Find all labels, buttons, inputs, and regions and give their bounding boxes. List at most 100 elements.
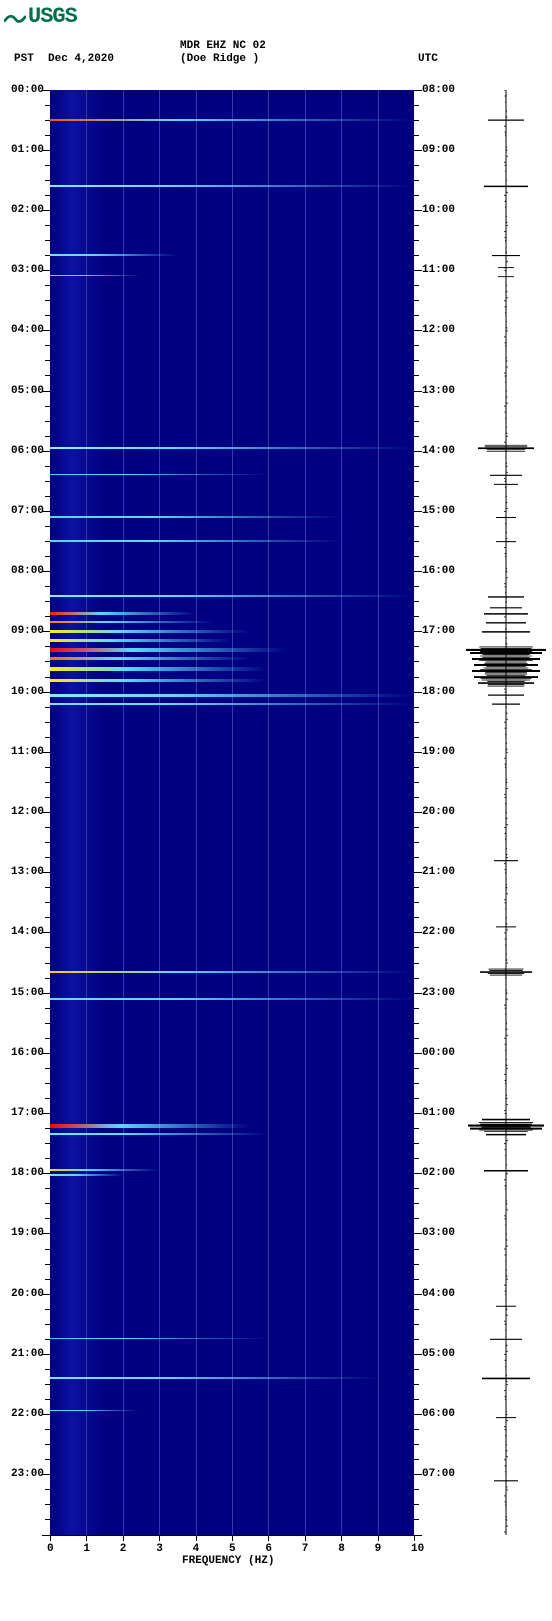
right-tick — [414, 105, 419, 106]
right-tick — [414, 631, 422, 632]
right-tick — [414, 692, 422, 693]
pst-hour-label: 22:00 — [11, 1408, 44, 1420]
right-tick — [414, 496, 419, 497]
right-tick — [414, 661, 419, 662]
right-tick — [414, 225, 419, 226]
left-tick — [42, 330, 50, 331]
right-tick — [414, 1309, 419, 1310]
left-tick — [45, 601, 50, 602]
right-tick — [414, 782, 419, 783]
right-tick — [414, 195, 419, 196]
right-tick — [414, 857, 419, 858]
utc-hour-label: 08:00 — [422, 84, 455, 96]
right-tick — [414, 1459, 419, 1460]
right-tick — [414, 1324, 419, 1325]
left-tick — [45, 120, 50, 121]
right-tick — [414, 556, 419, 557]
utc-hour-label: 19:00 — [422, 746, 455, 758]
left-tick — [45, 1143, 50, 1144]
left-tick — [45, 1309, 50, 1310]
left-tick — [45, 887, 50, 888]
pst-hour-label: 07:00 — [11, 505, 44, 517]
left-tick — [45, 375, 50, 376]
right-tick — [414, 1068, 419, 1069]
left-tick — [45, 722, 50, 723]
right-tick — [414, 1128, 419, 1129]
pst-hour-label: 17:00 — [11, 1107, 44, 1119]
left-tick — [45, 1218, 50, 1219]
left-tick — [42, 872, 50, 873]
pst-hour-label: 03:00 — [11, 264, 44, 276]
left-tick — [45, 135, 50, 136]
left-tick — [45, 1459, 50, 1460]
right-tick — [414, 646, 419, 647]
utc-hour-label: 12:00 — [422, 324, 455, 336]
utc-hour-label: 16:00 — [422, 565, 455, 577]
right-tick — [414, 1399, 419, 1400]
pst-hour-label: 16:00 — [11, 1047, 44, 1059]
right-tick — [414, 240, 419, 241]
left-tick — [45, 225, 50, 226]
left-tick — [42, 1414, 50, 1415]
left-tick — [45, 1098, 50, 1099]
right-tick — [414, 1279, 419, 1280]
right-tick — [414, 917, 419, 918]
right-tick — [414, 1173, 422, 1174]
right-tick — [414, 1369, 419, 1370]
utc-hour-label: 23:00 — [422, 987, 455, 999]
left-tick — [42, 993, 50, 994]
right-tick — [414, 887, 419, 888]
left-tick — [45, 902, 50, 903]
utc-hour-label: 04:00 — [422, 1288, 455, 1300]
right-tick — [414, 932, 422, 933]
right-tick — [414, 827, 419, 828]
right-tick — [414, 1264, 419, 1265]
right-tick — [414, 963, 419, 964]
right-tick — [414, 1188, 419, 1189]
right-tick — [414, 1519, 419, 1520]
utc-hour-label: 22:00 — [422, 926, 455, 938]
right-tick — [414, 1414, 422, 1415]
right-tick — [414, 120, 419, 121]
right-tick — [414, 300, 419, 301]
date: Dec 4,2020 — [48, 53, 114, 65]
right-tick — [414, 872, 422, 873]
logo-text: USGS — [28, 4, 77, 29]
pst-hour-label: 21:00 — [11, 1348, 44, 1360]
right-tick — [414, 526, 419, 527]
right-tick — [414, 375, 419, 376]
left-tick — [45, 797, 50, 798]
utc-hour-label: 10:00 — [422, 204, 455, 216]
right-tick — [414, 270, 422, 271]
left-tick — [45, 255, 50, 256]
left-tick — [42, 1173, 50, 1174]
left-tick — [42, 210, 50, 211]
left-tick — [42, 90, 50, 91]
right-tick — [414, 1143, 419, 1144]
pst-hour-label: 18:00 — [11, 1167, 44, 1179]
left-tick — [42, 692, 50, 693]
left-tick — [45, 1068, 50, 1069]
xaxis-tick-label: 5 — [229, 1543, 236, 1555]
utc-hour-label: 06:00 — [422, 1408, 455, 1420]
usgs-logo: USGS — [4, 4, 77, 29]
right-tick — [414, 360, 419, 361]
right-tick — [414, 1158, 419, 1159]
left-tick — [45, 315, 50, 316]
left-tick — [45, 1128, 50, 1129]
xaxis-label: FREQUENCY (HZ) — [182, 1555, 274, 1567]
left-tick — [45, 978, 50, 979]
right-tick — [414, 180, 419, 181]
left-tick — [42, 1113, 50, 1114]
left-tick — [45, 496, 50, 497]
left-tick — [45, 360, 50, 361]
left-tick — [45, 285, 50, 286]
right-tick — [414, 737, 419, 738]
left-tick — [42, 511, 50, 512]
right-tick — [414, 150, 422, 151]
left-tick — [45, 1429, 50, 1430]
right-tick — [414, 586, 419, 587]
left-tick — [45, 1519, 50, 1520]
pst-hour-label: 09:00 — [11, 625, 44, 637]
utc-hour-label: 09:00 — [422, 144, 455, 156]
